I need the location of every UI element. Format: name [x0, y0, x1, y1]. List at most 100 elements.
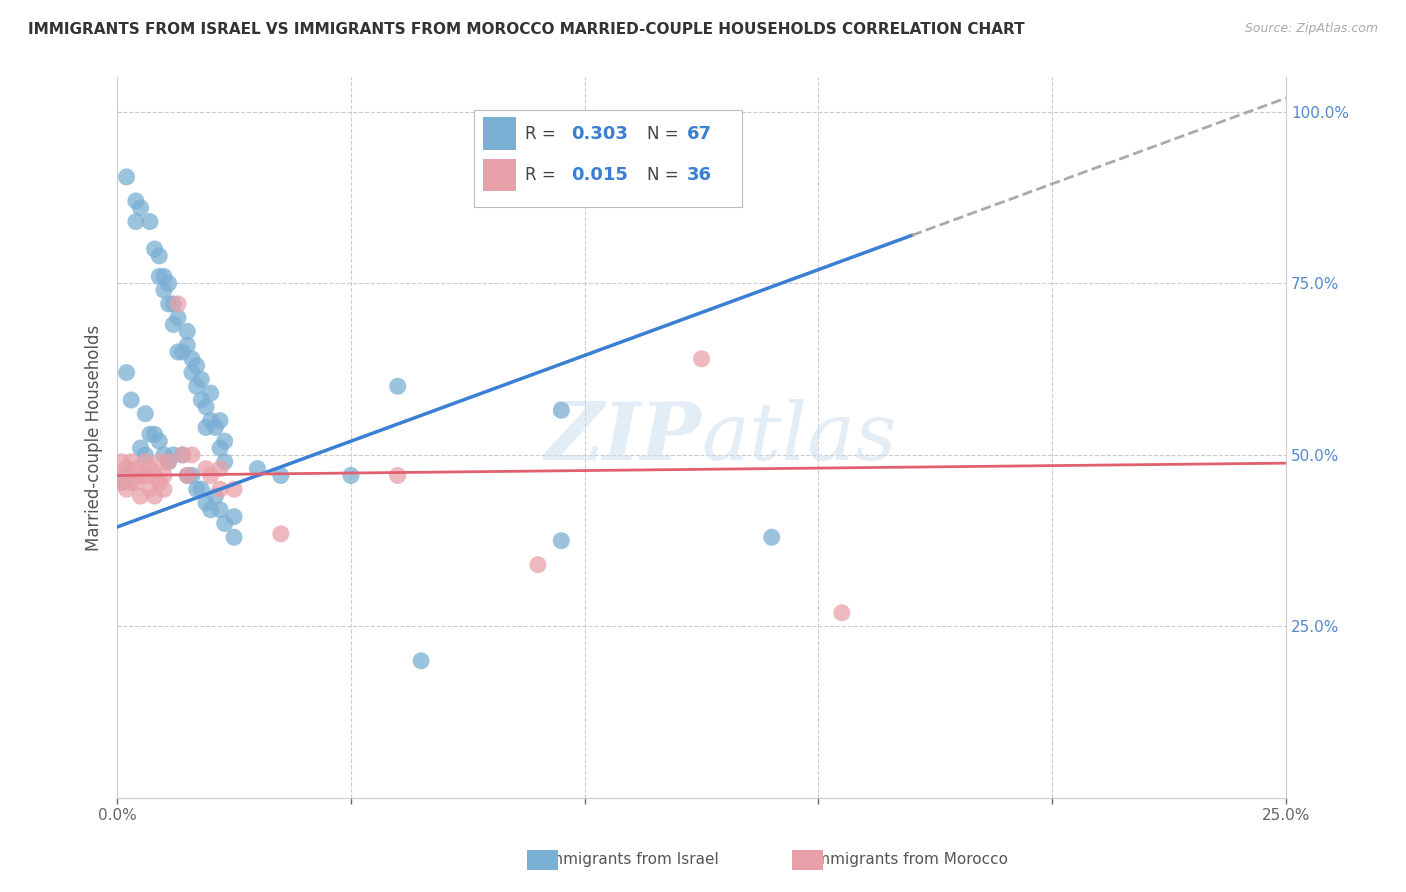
Point [340, 468, 363, 483]
Point [209, 414, 232, 428]
Point [761, 530, 783, 544]
Point [120, 475, 142, 490]
Bar [484, 118, 516, 150]
Point [222, 509, 245, 524]
Point [143, 427, 166, 442]
Point [200, 386, 222, 401]
Point [195, 496, 218, 510]
Point [153, 468, 176, 483]
Point [209, 482, 232, 496]
Point [176, 324, 198, 338]
Point [125, 475, 148, 490]
Point [139, 427, 162, 442]
Point [162, 448, 184, 462]
Point [139, 482, 162, 496]
Point [115, 468, 138, 483]
Point [270, 526, 292, 541]
Point [111, 475, 134, 490]
Point [214, 455, 236, 469]
Point [204, 420, 226, 434]
Point [246, 461, 269, 475]
Point [111, 468, 134, 483]
Point [690, 351, 713, 366]
Text: 36: 36 [686, 166, 711, 184]
Point [120, 392, 142, 407]
Point [270, 468, 292, 483]
Text: ZIP: ZIP [544, 399, 702, 476]
Text: 0.303: 0.303 [571, 125, 627, 143]
Point [139, 214, 162, 228]
Point [167, 297, 190, 311]
Point [195, 461, 218, 475]
Point [527, 558, 550, 572]
Point [148, 269, 170, 284]
Point [181, 468, 204, 483]
Point [153, 283, 176, 297]
Point [409, 654, 432, 668]
Point [387, 379, 409, 393]
Point [190, 482, 212, 496]
Point [550, 533, 572, 548]
FancyBboxPatch shape [474, 110, 742, 207]
Point [176, 338, 198, 352]
Point [129, 489, 152, 503]
Point [200, 414, 222, 428]
Point [214, 516, 236, 531]
Point [176, 468, 198, 483]
Point [190, 392, 212, 407]
Point [181, 351, 204, 366]
Point [134, 407, 156, 421]
Point [200, 468, 222, 483]
Point [153, 269, 176, 284]
Point [200, 503, 222, 517]
Point [167, 310, 190, 325]
Point [162, 297, 184, 311]
Point [209, 461, 232, 475]
Point [387, 468, 409, 483]
Y-axis label: Married-couple Households: Married-couple Households [86, 325, 103, 551]
Point [209, 503, 232, 517]
Point [181, 366, 204, 380]
Point [831, 606, 853, 620]
Bar [484, 159, 516, 191]
Point [157, 455, 180, 469]
Point [125, 194, 148, 208]
Text: R =: R = [524, 166, 561, 184]
Point [153, 448, 176, 462]
Point [115, 366, 138, 380]
Point [148, 455, 170, 469]
Point [148, 249, 170, 263]
Point [125, 214, 148, 228]
Point [134, 468, 156, 483]
Point [125, 461, 148, 475]
Point [162, 318, 184, 332]
Point [129, 468, 152, 483]
Point [115, 482, 138, 496]
Point [181, 448, 204, 462]
Point [129, 441, 152, 455]
Point [172, 448, 194, 462]
Text: Source: ZipAtlas.com: Source: ZipAtlas.com [1244, 22, 1378, 36]
Text: Immigrants from Israel: Immigrants from Israel [534, 852, 718, 867]
Point [153, 482, 176, 496]
Text: Immigrants from Morocco: Immigrants from Morocco [801, 852, 1008, 867]
Point [172, 448, 194, 462]
Point [115, 461, 138, 475]
Text: N =: N = [647, 166, 683, 184]
Point [222, 482, 245, 496]
Point [186, 482, 208, 496]
Point [157, 277, 180, 291]
Point [186, 379, 208, 393]
Point [134, 448, 156, 462]
Point [115, 169, 138, 184]
Point [143, 489, 166, 503]
Point [176, 468, 198, 483]
Text: 0.015: 0.015 [571, 166, 627, 184]
Point [195, 400, 218, 414]
Point [134, 455, 156, 469]
Point [204, 489, 226, 503]
Text: 67: 67 [686, 125, 711, 143]
Point [186, 359, 208, 373]
Point [550, 403, 572, 417]
Text: N =: N = [647, 125, 683, 143]
